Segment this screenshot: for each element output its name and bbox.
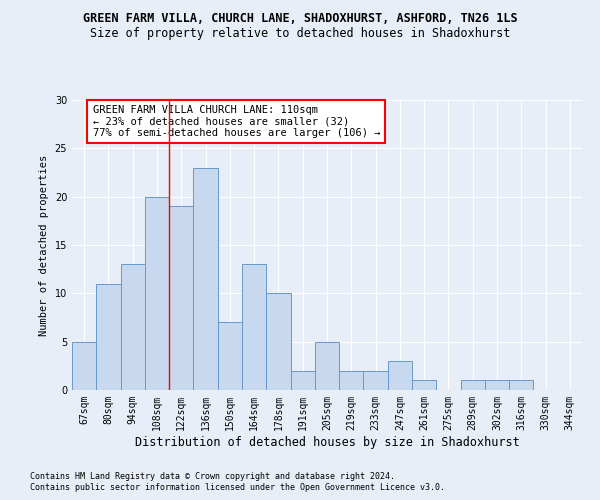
Bar: [193, 168, 218, 390]
Text: GREEN FARM VILLA, CHURCH LANE, SHADOXHURST, ASHFORD, TN26 1LS: GREEN FARM VILLA, CHURCH LANE, SHADOXHUR…: [83, 12, 517, 26]
Bar: [145, 196, 169, 390]
Bar: [509, 380, 533, 390]
Bar: [388, 361, 412, 390]
Bar: [290, 370, 315, 390]
Bar: [96, 284, 121, 390]
Text: Size of property relative to detached houses in Shadoxhurst: Size of property relative to detached ho…: [90, 28, 510, 40]
Bar: [242, 264, 266, 390]
Bar: [218, 322, 242, 390]
Text: Contains HM Land Registry data © Crown copyright and database right 2024.: Contains HM Land Registry data © Crown c…: [30, 472, 395, 481]
Bar: [315, 342, 339, 390]
Bar: [72, 342, 96, 390]
Bar: [364, 370, 388, 390]
Bar: [266, 294, 290, 390]
Text: Contains public sector information licensed under the Open Government Licence v3: Contains public sector information licen…: [30, 484, 445, 492]
Bar: [339, 370, 364, 390]
Bar: [121, 264, 145, 390]
Text: GREEN FARM VILLA CHURCH LANE: 110sqm
← 23% of detached houses are smaller (32)
7: GREEN FARM VILLA CHURCH LANE: 110sqm ← 2…: [92, 105, 380, 138]
X-axis label: Distribution of detached houses by size in Shadoxhurst: Distribution of detached houses by size …: [134, 436, 520, 448]
Bar: [485, 380, 509, 390]
Bar: [412, 380, 436, 390]
Bar: [169, 206, 193, 390]
Bar: [461, 380, 485, 390]
Y-axis label: Number of detached properties: Number of detached properties: [39, 154, 49, 336]
